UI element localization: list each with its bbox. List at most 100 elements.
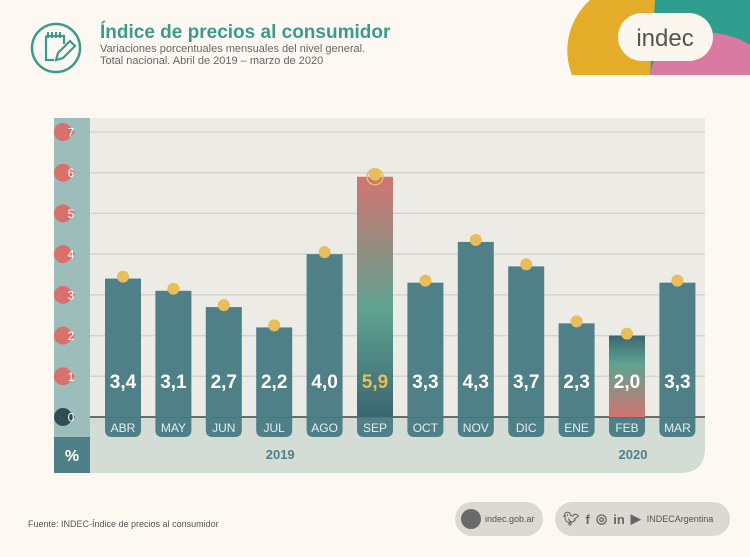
x-tick-label: DIC: [516, 421, 537, 435]
month-tab: [609, 418, 645, 437]
logo-text: indec: [636, 25, 693, 52]
month-tab: [407, 418, 444, 437]
value-dot: [268, 319, 281, 332]
bar-dic: [508, 266, 545, 417]
value-label: 2,3: [563, 372, 589, 393]
social-links[interactable]: 🐦︎ f ◎ in ▶ INDECArgentina: [555, 502, 730, 536]
y-tick-marker: [54, 123, 75, 141]
value-dot: [621, 327, 633, 340]
value-label: 3,3: [664, 372, 690, 393]
x-tick-label: SEP: [363, 421, 387, 435]
y-tick-label: 0: [68, 411, 75, 425]
value-dot: [671, 274, 684, 287]
y-tick-label: 5: [68, 207, 75, 221]
month-tab: [306, 418, 343, 437]
value-label: 2,2: [261, 372, 287, 393]
value-dot: [520, 258, 533, 271]
instagram-icon[interactable]: ◎: [595, 511, 608, 526]
facebook-icon[interactable]: f: [585, 511, 590, 527]
bar-sep: [357, 176, 393, 417]
x-tick-label: ENE: [564, 421, 589, 435]
y-tick-marker: [54, 326, 75, 345]
y-tick-marker: [54, 408, 75, 426]
x-tick-label: NOV: [463, 421, 489, 435]
value-label: 3,3: [412, 372, 438, 393]
y-tick-label: 6: [68, 166, 75, 180]
globe-icon: [461, 509, 481, 529]
youtube-icon[interactable]: ▶: [630, 511, 641, 526]
indec-logo: indec: [560, 0, 750, 75]
y-tick-label: 7: [68, 126, 75, 140]
value-label: 2,7: [211, 372, 237, 393]
year-label: 2019: [266, 447, 295, 462]
month-tab: [105, 418, 141, 437]
y-tick-marker: [54, 285, 75, 304]
bar-jul: [256, 327, 293, 417]
source-note: Fuente: INDEC-Índice de precios al consu…: [28, 519, 219, 529]
bar-mar: [659, 282, 696, 417]
value-label: 3,4: [110, 372, 137, 393]
website-link[interactable]: indec.gob.ar: [455, 502, 543, 536]
subtitle-line-2: Total nacional. Abril de 2019 – marzo de…: [100, 55, 324, 67]
y-tick-marker: [54, 204, 75, 223]
month-tab: [558, 418, 595, 437]
y-tick-label: 1: [68, 370, 75, 384]
x-tick-label: FEB: [615, 421, 638, 435]
value-label: 5,9: [362, 372, 388, 393]
year-label: 2020: [619, 447, 648, 462]
page-title: Índice de precios al consumidor: [100, 22, 391, 43]
value-dot: [217, 299, 230, 312]
bar-ago: [306, 254, 343, 417]
value-label: 2,0: [614, 372, 640, 393]
x-tick-label: ABR: [111, 421, 136, 435]
social-handle: INDECArgentina: [646, 514, 714, 524]
bar-oct: [407, 282, 444, 417]
value-dot: [419, 274, 432, 287]
value-dot: [117, 270, 129, 283]
x-tick-label: OCT: [413, 421, 439, 435]
month-tab: [457, 418, 494, 437]
bar-ene: [558, 323, 595, 417]
value-dot: [167, 282, 180, 295]
x-tick-label: JUN: [212, 421, 235, 435]
bar-feb: [609, 335, 645, 417]
y-axis-unit-label: %: [65, 448, 79, 465]
unit-box: [54, 437, 90, 473]
value-dot: [318, 246, 331, 259]
value-label: 4,3: [463, 372, 489, 393]
bar-may: [155, 290, 192, 417]
month-tab: [357, 418, 393, 437]
month-tab: [508, 418, 545, 437]
bar-nov: [457, 241, 494, 417]
y-tick-marker: [54, 367, 75, 386]
month-tab: [155, 418, 192, 437]
value-dot: [469, 233, 482, 246]
bar-jun: [205, 307, 242, 417]
x-tick-label: MAY: [161, 421, 186, 435]
value-dot: [570, 315, 583, 328]
value-label: 4,0: [311, 372, 337, 393]
month-tab: [205, 418, 242, 437]
website-text: indec.gob.ar: [485, 514, 535, 524]
x-tick-label: JUL: [264, 421, 286, 435]
y-tick-marker: [54, 163, 75, 182]
value-label: 3,1: [160, 372, 187, 393]
y-tick-marker: [54, 245, 75, 264]
y-tick-label: 4: [68, 248, 75, 262]
x-tick-label: MAR: [664, 421, 691, 435]
y-tick-label: 2: [68, 329, 75, 343]
month-tab: [256, 418, 293, 437]
value-dot: [369, 168, 381, 181]
value-label: 3,7: [513, 372, 539, 393]
bar-abr: [105, 278, 141, 417]
y-tick-label: 3: [68, 288, 75, 302]
subtitle-line-1: Variaciones porcentuales mensuales del n…: [100, 43, 366, 55]
linkedin-icon[interactable]: in: [613, 511, 625, 527]
month-tab: [659, 418, 696, 437]
notepad-pencil-icon: [30, 22, 82, 74]
plot-area: [90, 118, 705, 417]
x-tick-label: AGO: [311, 421, 338, 435]
twitter-icon[interactable]: 🐦︎: [563, 511, 580, 526]
